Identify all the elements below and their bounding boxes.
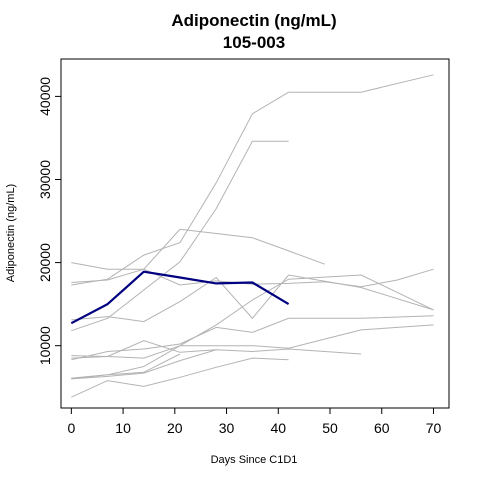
- x-tick-label: 60: [374, 420, 390, 436]
- background-series-line-5: [71, 268, 434, 288]
- y-axis-label: Adiponectin (ng/mL): [5, 184, 17, 282]
- background-series-line-8: [71, 315, 434, 361]
- background-series-line-11: [71, 357, 289, 398]
- background-series-line-1: [71, 91, 289, 286]
- y-tick-label: 10000: [37, 326, 53, 365]
- chart-subtitle: 105-003: [223, 33, 285, 52]
- background-series-line-6: [71, 274, 434, 323]
- highlight-series-line: [70, 270, 290, 325]
- x-tick-label: 40: [270, 420, 286, 436]
- background-series-line-10: [71, 348, 362, 380]
- x-axis-label: Days Since C1D1: [211, 454, 298, 466]
- background-series-line-12: [71, 340, 217, 359]
- y-axis: 10000 20000 30000 40000: [37, 77, 62, 365]
- background-series-line-9: [71, 324, 434, 359]
- background-series-line-13: [71, 353, 181, 379]
- background-series-line-7: [71, 274, 434, 380]
- y-tick-label: 40000: [37, 77, 53, 116]
- x-axis: 0 10 20 30 40 50 60 70: [67, 407, 442, 436]
- x-tick-label: 20: [167, 420, 183, 436]
- x-tick-label: 30: [219, 420, 235, 436]
- x-tick-label: 50: [322, 420, 338, 436]
- series-layer: [70, 74, 434, 398]
- x-tick-label: 10: [115, 420, 131, 436]
- y-tick-label: 30000: [37, 160, 53, 199]
- plot-frame: [60, 58, 450, 409]
- background-series-line-4: [71, 228, 325, 270]
- x-tick-label: 0: [67, 420, 75, 436]
- background-series-line-2: [288, 74, 434, 93]
- chart-title: Adiponectin (ng/mL): [171, 11, 336, 30]
- y-tick-label: 20000: [37, 243, 53, 282]
- x-tick-label: 70: [426, 420, 442, 436]
- background-series-line-3: [71, 140, 289, 332]
